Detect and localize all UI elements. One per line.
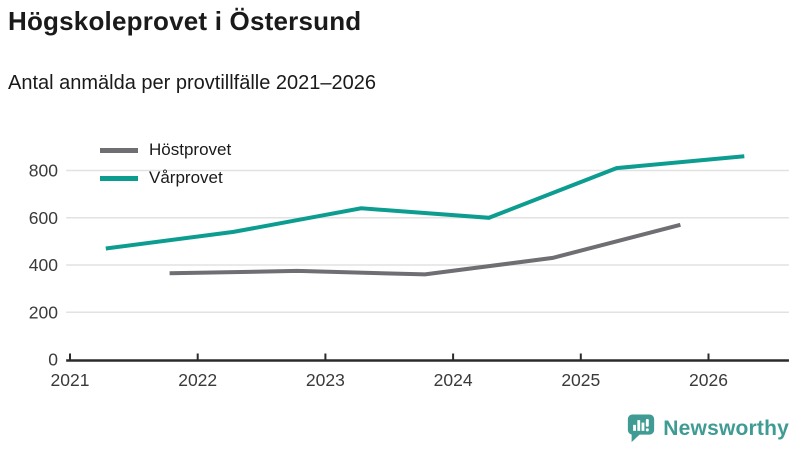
hostprovet-line-swatch xyxy=(100,147,138,153)
legend-item-varprovet: Vårprovet xyxy=(100,167,231,188)
page-title: Högskoleprovet i Östersund xyxy=(8,6,362,36)
legend-item-hostprovet: Höstprovet xyxy=(100,140,232,160)
x-tick-label-2025: 2025 xyxy=(561,370,600,390)
y-tick-label-200: 200 xyxy=(29,302,58,322)
varprovet-line-swatch xyxy=(100,175,138,181)
chart-legend: Höstprovet Vårprovet xyxy=(100,140,232,188)
x-tick-label-2022: 2022 xyxy=(178,370,217,390)
chart-subtitle: Antal anmälda per provtillfälle 2021–202… xyxy=(8,72,377,94)
y-tick-label-800: 800 xyxy=(29,161,58,181)
series-line-1 xyxy=(105,154,745,251)
y-tick-label-400: 400 xyxy=(29,255,58,275)
brand-name: Newsworthy xyxy=(663,416,789,440)
x-tick-label-2023: 2023 xyxy=(306,370,345,390)
x-tick-label-2026: 2026 xyxy=(689,370,728,390)
x-tick-label-2024: 2024 xyxy=(434,370,473,390)
series-line-0 xyxy=(169,222,681,277)
legend-label-hostprovet: Höstprovet xyxy=(149,140,232,159)
newsworthy-logo: Newsworthy xyxy=(626,413,789,444)
y-tick-label-600: 600 xyxy=(29,208,58,228)
legend-label-varprovet: Vårprovet xyxy=(149,167,223,187)
bar-chart-speech-bubble-icon xyxy=(628,414,655,443)
x-tick-label-2021: 2021 xyxy=(51,370,90,390)
y-tick-label-0: 0 xyxy=(48,350,58,370)
